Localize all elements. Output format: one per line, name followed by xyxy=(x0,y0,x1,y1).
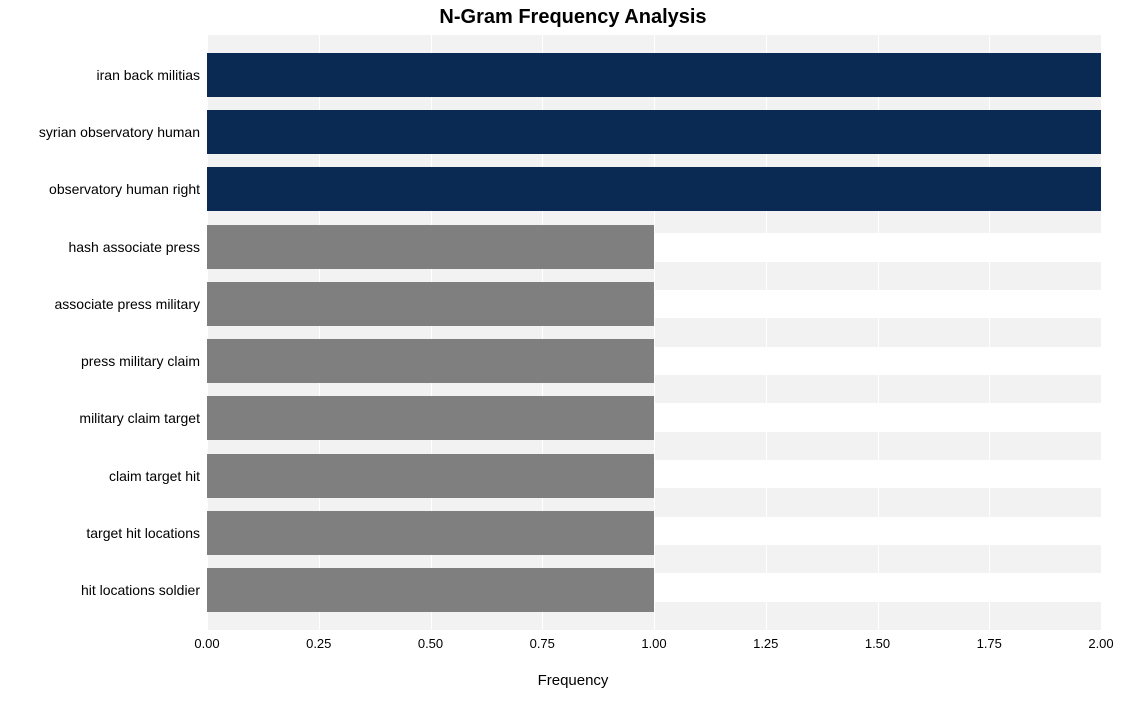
y-tick-label: associate press military xyxy=(0,296,200,312)
y-tick-label: hit locations soldier xyxy=(0,582,200,598)
x-tick-label: 0.75 xyxy=(530,636,555,651)
y-tick-label: hash associate press xyxy=(0,239,200,255)
bar xyxy=(207,282,654,326)
plot-area xyxy=(207,35,1101,630)
x-tick-label: 1.50 xyxy=(865,636,890,651)
chart-title: N-Gram Frequency Analysis xyxy=(0,6,1146,29)
bar xyxy=(207,225,654,269)
x-tick-label: 1.75 xyxy=(977,636,1002,651)
x-tick-label: 0.50 xyxy=(418,636,443,651)
y-tick-label: syrian observatory human xyxy=(0,124,200,140)
x-tick-label: 1.25 xyxy=(753,636,778,651)
y-tick-label: target hit locations xyxy=(0,525,200,541)
bar xyxy=(207,339,654,383)
x-tick-label: 1.00 xyxy=(641,636,666,651)
bar xyxy=(207,167,1101,211)
grid-line xyxy=(1101,35,1102,630)
x-tick-label: 0.00 xyxy=(194,636,219,651)
bar xyxy=(207,53,1101,97)
y-tick-label: iran back militias xyxy=(0,67,200,83)
x-tick-label: 2.00 xyxy=(1088,636,1113,651)
y-tick-label: observatory human right xyxy=(0,181,200,197)
bar xyxy=(207,396,654,440)
bar xyxy=(207,110,1101,154)
ngram-chart: N-Gram Frequency Analysis iran back mili… xyxy=(0,0,1146,701)
y-tick-label: military claim target xyxy=(0,410,200,426)
bar xyxy=(207,454,654,498)
y-tick-label: press military claim xyxy=(0,353,200,369)
x-tick-label: 0.25 xyxy=(306,636,331,651)
bar xyxy=(207,511,654,555)
y-tick-label: claim target hit xyxy=(0,468,200,484)
bar xyxy=(207,568,654,612)
x-axis-label: Frequency xyxy=(0,672,1146,689)
